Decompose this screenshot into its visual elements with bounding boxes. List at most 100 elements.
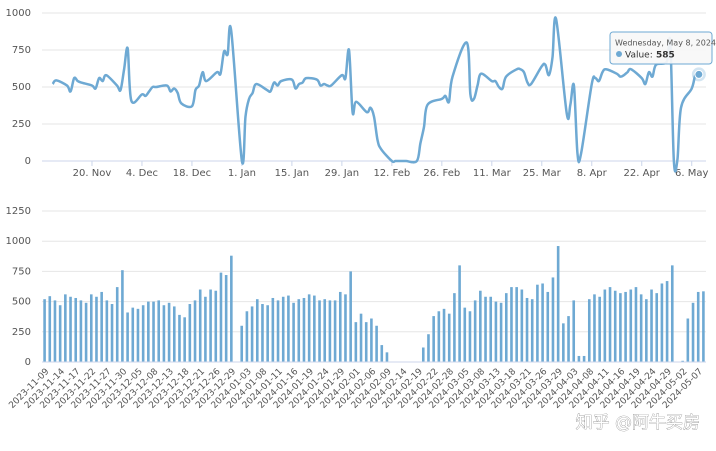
line — [51, 16, 700, 173]
bar — [494, 301, 498, 362]
bar — [686, 318, 690, 362]
bar — [572, 300, 576, 362]
bar — [276, 300, 280, 362]
y-tick-label: 0 — [25, 357, 31, 368]
bar — [639, 294, 643, 362]
bar — [645, 299, 648, 362]
bar — [577, 355, 581, 362]
bar — [681, 360, 684, 362]
bar — [442, 308, 446, 362]
bar — [421, 347, 425, 362]
bar — [287, 295, 290, 362]
y-tick-label: 500 — [12, 297, 31, 308]
bar — [385, 352, 389, 362]
bar — [307, 294, 311, 362]
bar — [473, 300, 477, 362]
bar — [354, 322, 358, 362]
bar — [520, 289, 524, 362]
bar — [152, 301, 155, 362]
bar — [380, 345, 384, 362]
bar — [53, 300, 57, 362]
bar — [313, 295, 316, 362]
bar — [297, 299, 301, 362]
bar — [359, 313, 363, 362]
bar — [64, 294, 67, 362]
bar — [318, 300, 321, 362]
bar — [338, 291, 342, 362]
watermark: 知乎 @阿牛买房 — [576, 413, 700, 433]
bar — [696, 291, 700, 362]
bar — [204, 296, 207, 362]
bar — [562, 323, 565, 362]
bar — [458, 265, 461, 362]
bar — [209, 289, 212, 362]
bar — [447, 313, 451, 362]
bar — [504, 293, 508, 362]
y-tick-label: 1000 — [6, 8, 31, 19]
bar — [328, 300, 332, 362]
bar — [245, 311, 249, 362]
bar — [608, 287, 612, 362]
tooltip-value: 585 — [656, 51, 675, 61]
bar — [479, 290, 482, 362]
y-tick-label: 500 — [12, 82, 31, 93]
bar — [515, 287, 518, 362]
bar — [468, 311, 472, 362]
bar — [141, 305, 145, 362]
bar — [131, 307, 135, 362]
bar — [266, 305, 269, 362]
bar — [349, 271, 352, 362]
bar — [691, 302, 695, 362]
bar — [634, 287, 638, 362]
bar — [214, 290, 218, 362]
x-tick-label: 25. Mar — [523, 168, 562, 179]
bar — [167, 302, 171, 362]
bar — [437, 311, 441, 362]
bar — [333, 300, 337, 362]
bar — [281, 296, 285, 362]
x-tick-label: 12. Feb — [373, 168, 410, 179]
bar — [619, 293, 622, 362]
bar — [224, 275, 228, 362]
bar — [484, 296, 487, 362]
bar — [162, 305, 166, 362]
bar — [188, 304, 192, 362]
bar — [100, 291, 103, 362]
bar — [89, 294, 93, 362]
y-tick-label: 250 — [12, 327, 31, 338]
x-tick-label: 1. Jan — [228, 168, 256, 179]
bar — [250, 306, 254, 362]
bar — [84, 302, 88, 362]
x-tick-label: 11. Mar — [473, 168, 512, 179]
bar — [567, 316, 570, 362]
x-tick-label: 15. Jan — [275, 168, 310, 179]
bar — [74, 297, 78, 362]
y-tick-label: 0 — [25, 156, 31, 167]
bar — [510, 287, 513, 362]
bar — [58, 305, 62, 362]
x-tick-label: 26. Feb — [423, 168, 460, 179]
y-tick-label: 250 — [12, 119, 31, 130]
bar — [136, 308, 140, 362]
bar — [126, 312, 129, 362]
bar — [255, 299, 259, 362]
bar — [375, 325, 378, 362]
bar — [551, 277, 555, 362]
bar — [432, 316, 435, 362]
bar — [292, 302, 295, 362]
bar — [172, 306, 176, 362]
x-tick-label: 18. Dec — [173, 168, 211, 179]
bar — [650, 289, 653, 362]
bar — [463, 307, 467, 362]
bar — [230, 255, 233, 362]
bar — [453, 293, 456, 362]
tooltip-dot — [616, 51, 622, 57]
bar — [530, 299, 534, 362]
bar — [261, 304, 264, 362]
y-tick-label: 750 — [12, 266, 31, 277]
bar — [183, 317, 186, 362]
bar — [655, 293, 659, 362]
bar — [603, 289, 607, 362]
bar — [110, 304, 114, 362]
